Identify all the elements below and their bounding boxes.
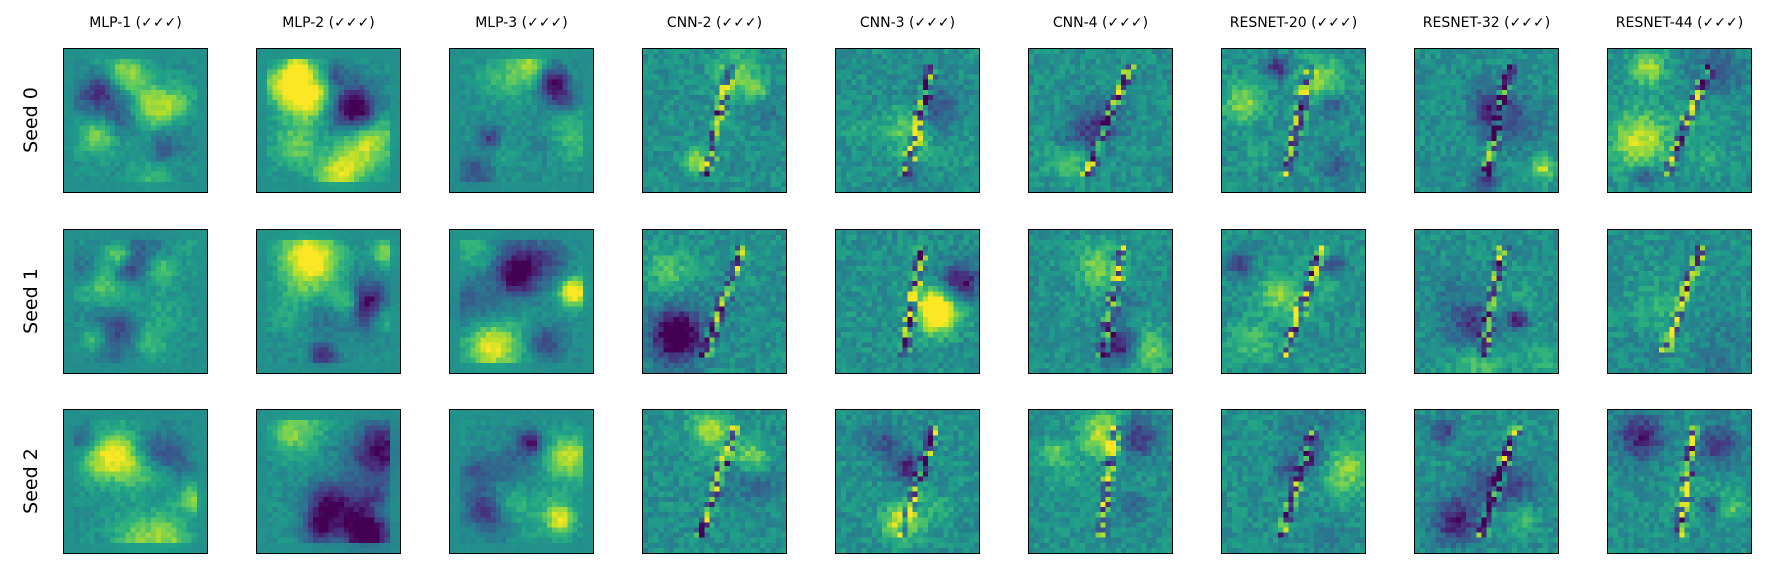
heatmap-panel xyxy=(1028,48,1173,193)
column-title-2: MLP-2 (✓✓✓) xyxy=(282,15,375,31)
heatmap-panel xyxy=(835,409,980,554)
heatmap-image xyxy=(836,410,979,553)
row-label-text: Seed 1 xyxy=(20,268,43,334)
heatmap-image xyxy=(450,410,593,553)
heatmap-panel xyxy=(1221,48,1366,193)
heatmap-image xyxy=(643,230,786,373)
heatmap-panel xyxy=(1414,409,1559,554)
row-label-1: Seed 1 xyxy=(20,221,43,381)
heatmap-panel xyxy=(835,229,980,374)
column-title-9: RESNET-44 (✓✓✓) xyxy=(1615,15,1744,31)
heatmap-panel xyxy=(256,409,401,554)
heatmap-image xyxy=(1608,410,1751,553)
heatmap-image xyxy=(450,49,593,192)
heatmap-image xyxy=(64,410,207,553)
column-title-1: MLP-1 (✓✓✓) xyxy=(89,15,182,31)
heatmap-image xyxy=(257,49,400,192)
heatmap-image xyxy=(1222,410,1365,553)
heatmap-image xyxy=(836,49,979,192)
heatmap-image xyxy=(643,410,786,553)
heatmap-panel xyxy=(1414,229,1559,374)
row-label-2: Seed 2 xyxy=(20,401,43,561)
heatmap-panel xyxy=(63,409,208,554)
heatmap-panel xyxy=(1607,48,1752,193)
column-title-8: RESNET-32 (✓✓✓) xyxy=(1422,15,1551,31)
heatmap-panel xyxy=(1414,48,1559,193)
column-title-6: CNN-4 (✓✓✓) xyxy=(1052,15,1149,31)
heatmap-panel xyxy=(1607,409,1752,554)
heatmap-image xyxy=(64,49,207,192)
heatmap-panel xyxy=(642,48,787,193)
heatmap-image xyxy=(643,49,786,192)
column-title-3: MLP-3 (✓✓✓) xyxy=(475,15,568,31)
heatmap-image xyxy=(1415,49,1558,192)
heatmap-panel xyxy=(642,409,787,554)
heatmap-image xyxy=(1608,49,1751,192)
column-title-4: CNN-2 (✓✓✓) xyxy=(666,15,763,31)
heatmap-panel xyxy=(256,229,401,374)
heatmap-panel xyxy=(642,229,787,374)
heatmap-image xyxy=(1029,230,1172,373)
heatmap-panel xyxy=(1028,229,1173,374)
heatmap-panel xyxy=(835,48,980,193)
heatmap-image xyxy=(1415,410,1558,553)
heatmap-image xyxy=(257,230,400,373)
heatmap-panel xyxy=(449,409,594,554)
column-title-5: CNN-3 (✓✓✓) xyxy=(859,15,956,31)
heatmap-image xyxy=(836,230,979,373)
heatmap-image xyxy=(450,230,593,373)
heatmap-panel xyxy=(449,229,594,374)
heatmap-panel xyxy=(63,229,208,374)
heatmap-panel xyxy=(63,48,208,193)
heatmap-image xyxy=(257,410,400,553)
heatmap-panel xyxy=(1221,409,1366,554)
heatmap-image xyxy=(1222,49,1365,192)
heatmap-panel xyxy=(256,48,401,193)
heatmap-image xyxy=(1608,230,1751,373)
row-label-0: Seed 0 xyxy=(20,40,43,200)
heatmap-panel xyxy=(1221,229,1366,374)
row-label-text: Seed 2 xyxy=(20,448,43,514)
heatmap-image xyxy=(1222,230,1365,373)
heatmap-panel xyxy=(1028,409,1173,554)
heatmap-image xyxy=(1029,410,1172,553)
column-title-7: RESNET-20 (✓✓✓) xyxy=(1229,15,1358,31)
heatmap-image xyxy=(1415,230,1558,373)
heatmap-image xyxy=(1029,49,1172,192)
row-label-text: Seed 0 xyxy=(20,87,43,153)
heatmap-panel xyxy=(1607,229,1752,374)
heatmap-image xyxy=(64,230,207,373)
heatmap-panel xyxy=(449,48,594,193)
